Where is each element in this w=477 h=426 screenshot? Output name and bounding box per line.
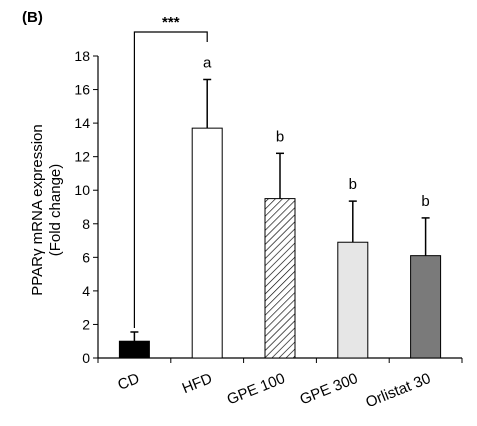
bar xyxy=(264,198,296,359)
significance-stars: *** xyxy=(162,14,180,31)
y-axis-label-line2: (Fold change) xyxy=(47,164,64,257)
significance-letter: b xyxy=(276,128,284,145)
y-tick-label: 8 xyxy=(82,216,90,232)
y-tick-label: 10 xyxy=(74,182,90,198)
y-tick-label: 12 xyxy=(74,149,90,165)
category-label: GPE 100 xyxy=(225,370,288,409)
significance-letter: a xyxy=(203,54,212,71)
y-axis-label: PPARγ mRNA expression (Fold change) xyxy=(29,124,64,295)
significance-bracket xyxy=(133,31,208,328)
bar xyxy=(191,127,223,359)
y-tick-label: 16 xyxy=(74,82,90,98)
y-tick-label: 6 xyxy=(82,249,90,265)
y-tick-label: 4 xyxy=(82,283,90,299)
y-tick-label: 18 xyxy=(74,48,90,64)
plot-area: 0 2 4 6 8 10 12 14 16 18 CD a HFD b GPE 100 b GPE 300 b Or… xyxy=(74,14,463,411)
panel-label: (B) xyxy=(22,9,43,26)
y-tick-label: 0 xyxy=(82,350,90,366)
bar xyxy=(337,241,369,359)
category-label: GPE 300 xyxy=(297,370,360,409)
bar xyxy=(118,340,150,359)
category-label: Orlistat 30 xyxy=(363,370,433,411)
y-axis-label-line1: PPARγ mRNA expression xyxy=(29,124,46,295)
y-tick-label: 2 xyxy=(82,316,90,332)
significance-letter: b xyxy=(421,193,429,210)
y-tick-label: 14 xyxy=(74,115,90,131)
category-label: HFD xyxy=(180,370,215,397)
category-label: CD xyxy=(115,370,142,394)
bar xyxy=(410,255,442,359)
significance-letter: b xyxy=(349,176,357,193)
